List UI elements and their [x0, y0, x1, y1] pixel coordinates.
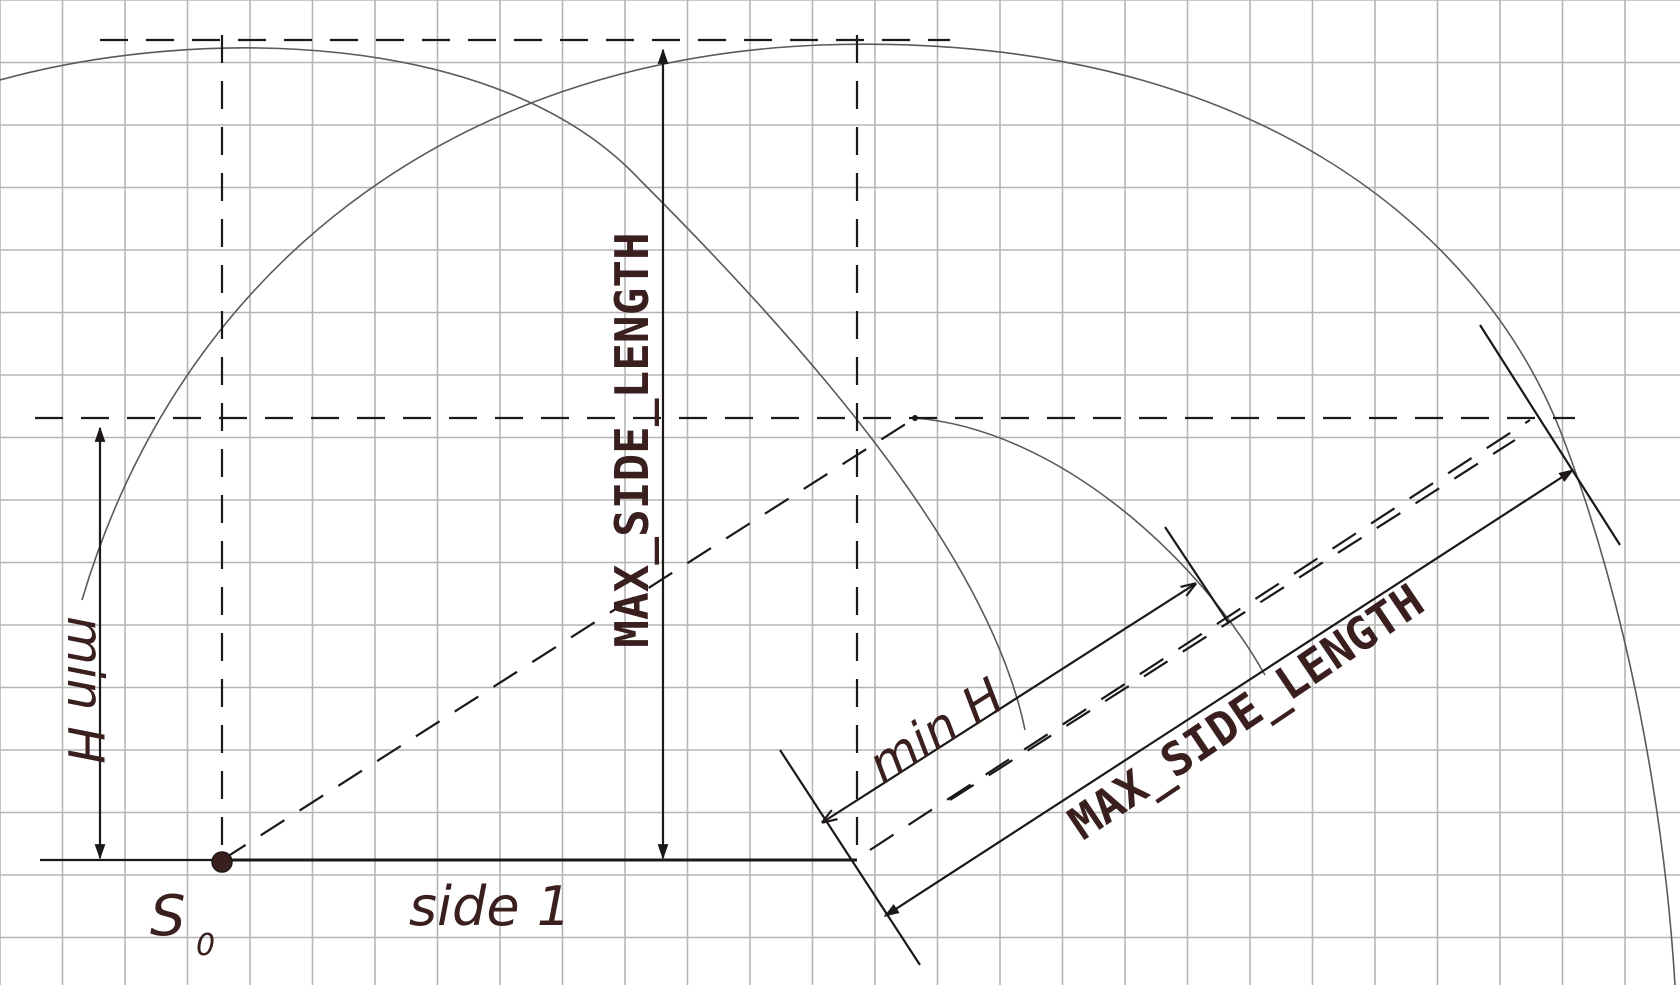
max-side-length-label-diagonal: MAX_SIDE_LENGTH [1059, 573, 1434, 850]
arc-left-centered [0, 48, 1025, 730]
start-point-label: S [150, 884, 186, 949]
arc-small [915, 418, 1265, 675]
min-h-label-left: min H [56, 616, 114, 764]
side-1-label: side 1 [409, 875, 571, 938]
arc-intersection-point [912, 415, 918, 421]
max-side-length-label-vertical: MAX_SIDE_LENGTH [605, 232, 659, 647]
tick-mark-large [1480, 325, 1620, 545]
labels: MAX_SIDE_LENGTH MAX_SIDE_LENGTH min H mi… [56, 232, 1433, 963]
dashed-construction-lines [35, 35, 1575, 860]
diagonal-dashed-line-1 [222, 418, 915, 860]
tick-mark-small [1165, 527, 1228, 622]
diagonal-dashed-line-2 [870, 420, 1530, 850]
start-point-subscript: 0 [196, 928, 215, 963]
start-point-dot [212, 852, 232, 872]
construction-arcs [0, 44, 1675, 985]
